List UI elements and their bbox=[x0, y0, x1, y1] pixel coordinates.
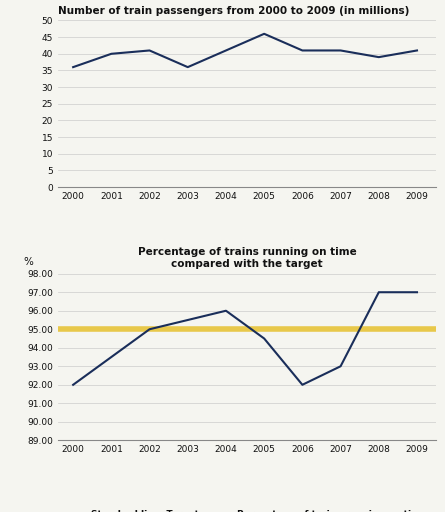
Text: Number of train passengers from 2000 to 2009 (in millions): Number of train passengers from 2000 to … bbox=[58, 6, 409, 15]
Standard line, Target bbox=[414, 289, 420, 295]
Standard line, Target bbox=[262, 335, 267, 342]
Standard line, Target bbox=[70, 382, 76, 388]
Standard line, Target bbox=[223, 308, 229, 314]
Line: Standard line, Target: Standard line, Target bbox=[73, 292, 417, 385]
Standard line, Target bbox=[299, 382, 305, 388]
Text: %: % bbox=[24, 257, 34, 267]
Standard line, Target bbox=[338, 363, 343, 369]
Standard line, Target bbox=[376, 289, 381, 295]
Standard line, Target bbox=[185, 317, 190, 323]
Standard line, Target bbox=[109, 354, 114, 360]
Standard line, Target bbox=[147, 326, 152, 332]
Legend: Standard line, Target, Percentage of trains running on time: Standard line, Target, Percentage of tra… bbox=[63, 506, 431, 512]
Title: Percentage of trains running on time
compared with the target: Percentage of trains running on time com… bbox=[138, 247, 356, 269]
